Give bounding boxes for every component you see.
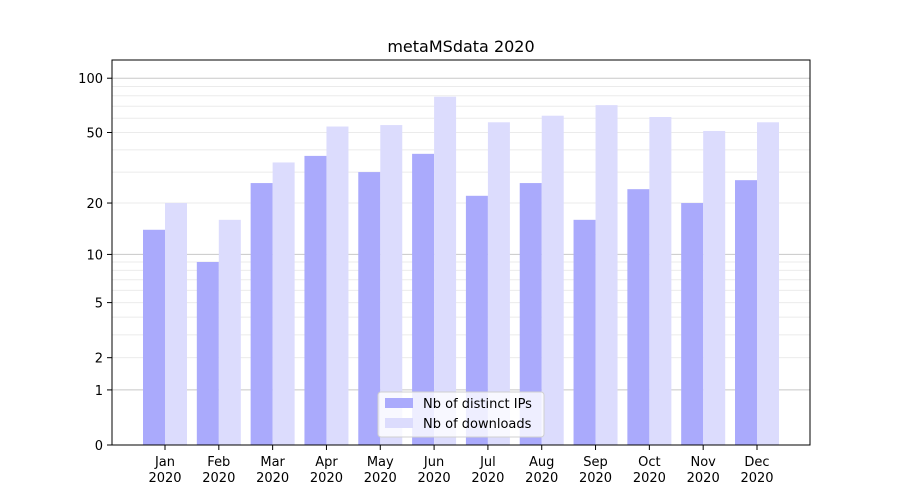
y-tick-label: 20 <box>86 197 103 212</box>
bar-downloads <box>218 219 241 445</box>
legend-swatch <box>385 418 413 428</box>
bars <box>143 96 779 446</box>
x-tick-label: Feb 2020 <box>202 455 235 486</box>
bar-downloads <box>434 96 457 446</box>
legend-label: Nb of downloads <box>423 417 532 432</box>
x-tick-label: Jan 2020 <box>148 455 181 486</box>
x-tick-label: Apr 2020 <box>310 455 343 486</box>
y-tick-label: 100 <box>78 72 103 87</box>
legend-box <box>377 391 545 438</box>
bar-distinct-ips <box>519 183 542 445</box>
x-tick-label: Aug 2020 <box>525 455 558 486</box>
y-tick-label: 10 <box>86 248 103 263</box>
bar-downloads <box>165 203 187 445</box>
bar-distinct-ips <box>358 172 381 445</box>
bar-distinct-ips <box>465 195 488 445</box>
bar-distinct-ips <box>735 180 757 445</box>
x-tick-label: Sep 2020 <box>579 455 612 486</box>
x-tick-label: Nov 2020 <box>687 455 720 486</box>
bar-distinct-ips <box>573 219 596 445</box>
bar-downloads <box>703 130 726 446</box>
bar-downloads <box>649 116 672 446</box>
bar-downloads <box>595 105 618 445</box>
bar-distinct-ips <box>250 183 273 445</box>
x-axis: Jan 2020 Feb 2020 Mar 2020 Apr 2020 May 2020 Jun 20… <box>148 445 774 486</box>
axes-frame <box>111 59 811 446</box>
legend-label: Nb of distinct IPs <box>423 397 532 412</box>
bar-distinct-ips <box>304 155 327 445</box>
x-tick-label: Jun 2020 <box>418 455 451 486</box>
x-tick-label: Mar 2020 <box>256 455 289 486</box>
x-tick-label: Dec 2020 <box>740 455 773 486</box>
bar-downloads <box>487 122 510 446</box>
bar-downloads <box>326 126 349 446</box>
legend: Nb of distinct IPs Nb of downloads <box>377 391 545 438</box>
y-tick-label: 0 <box>95 439 103 454</box>
bar-distinct-ips <box>196 262 219 445</box>
bar-distinct-ips <box>681 203 704 445</box>
x-tick-label: Jul 2020 <box>471 455 504 486</box>
x-tick-label: May 2020 <box>364 455 397 486</box>
legend-swatch <box>385 398 413 408</box>
y-axis: 0 1 2 5 10 20 50 100 <box>78 72 112 454</box>
x-tick-label: Oct 2020 <box>633 455 666 486</box>
bar-distinct-ips <box>627 189 650 445</box>
chart-title: metaMSdata 2020 <box>387 37 534 56</box>
bar-downloads <box>272 162 295 445</box>
bar-downloads <box>380 125 403 445</box>
bar-downloads <box>757 122 779 446</box>
y-tick-label: 50 <box>86 127 103 142</box>
bar-distinct-ips <box>143 229 165 445</box>
y-tick-label: 5 <box>95 297 103 312</box>
bar-downloads <box>541 115 564 446</box>
y-tick-label: 2 <box>95 352 103 367</box>
bar-distinct-ips <box>412 153 435 445</box>
y-tick-label: 1 <box>95 384 103 399</box>
